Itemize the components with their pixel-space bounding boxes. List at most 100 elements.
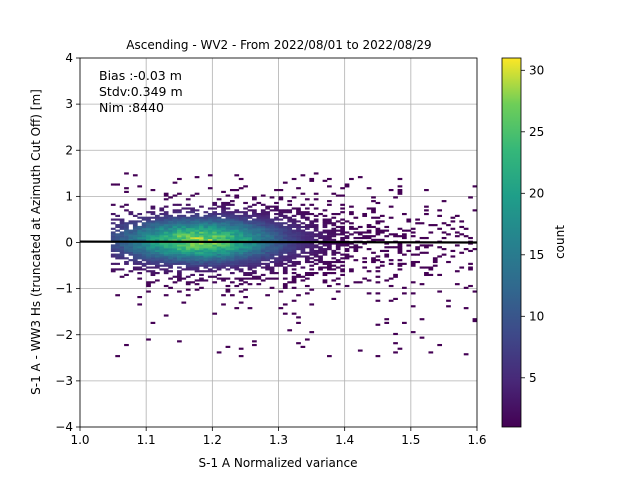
heatmap-cell [194,264,200,267]
heatmap-cell [238,220,244,223]
heatmap-cell [185,264,191,267]
heatmap-cell [291,222,297,225]
heatmap-cell [247,242,253,245]
heatmap-cell [225,235,231,238]
heatmap-cell [146,262,151,265]
heatmap-cell [243,273,248,277]
heatmap-cell [234,248,240,251]
heatmap-cell [256,225,262,229]
heatmap-cell [185,216,191,219]
heatmap-cell [124,225,129,229]
heatmap-cell [212,203,218,206]
heatmap-cell [318,260,323,264]
heatmap-cell [247,233,253,236]
heatmap-cell [459,220,465,223]
heatmap-cell [331,224,337,227]
heatmap-cell [163,218,169,221]
heatmap-cell [150,257,156,260]
heatmap-cell [269,220,275,223]
heatmap-cell [446,305,451,308]
heatmap-cell [177,220,182,223]
heatmap-cell [190,273,195,277]
heatmap-cell [238,177,244,181]
heatmap-cell [322,179,328,182]
heatmap-cell [402,235,407,238]
heatmap-cell [265,205,270,208]
heatmap-cell [428,273,434,277]
heatmap-cell [168,286,173,289]
heatmap-cell [318,248,323,251]
heatmap-cell [146,248,151,251]
heatmap-cell [203,214,209,217]
heatmap-cell [110,262,116,265]
heatmap-cell [335,233,341,236]
heatmap-cell [199,257,204,260]
heatmap-cell [229,214,235,217]
heatmap-cell [252,224,257,227]
heatmap-cell [177,246,182,249]
heatmap-cell [344,235,350,238]
heatmap-cell [190,253,195,256]
heatmap-cell [132,251,138,254]
heatmap-cell [265,222,270,225]
heatmap-cell [199,242,204,245]
heatmap-cell [247,238,253,241]
heatmap-cell [265,253,270,256]
heatmap-cell [119,233,125,236]
heatmap-cell [216,205,222,208]
heatmap-cell [424,251,429,254]
heatmap-cell [194,231,200,234]
heatmap-cell [128,233,134,236]
heatmap-cell [274,212,279,216]
heatmap-cell [238,244,244,247]
heatmap-cell [225,218,231,221]
heatmap-cell [203,249,209,253]
heatmap-cell [216,220,222,223]
heatmap-cell [331,231,337,234]
heatmap-cell [256,224,262,227]
heatmap-cell [313,214,319,217]
heatmap-cell [424,273,429,277]
heatmap-cell [327,236,332,240]
heatmap-cell [304,242,310,245]
heatmap-cell [274,244,279,247]
heatmap-cell [124,246,129,249]
heatmap-cell [212,216,218,219]
heatmap-cell [304,233,310,236]
heatmap-cell [141,236,147,240]
heatmap-cell [463,286,469,289]
heatmap-cell [225,251,231,254]
heatmap-cell [177,266,182,269]
heatmap-cell [252,220,257,223]
heatmap-cell [141,233,147,236]
heatmap-cell [132,246,138,249]
heatmap-cell [203,227,209,230]
heatmap-cell [137,238,143,241]
heatmap-cell [366,207,372,210]
heatmap-cell [304,212,310,216]
heatmap-cell [141,244,147,247]
heatmap-cell [415,218,420,221]
heatmap-cell [225,264,231,267]
heatmap-cell [150,225,156,229]
heatmap-cell [428,231,434,234]
heatmap-cell [185,257,191,260]
stats-bias: Bias :-0.03 m [99,68,182,83]
heatmap-cell [137,242,143,245]
heatmap-cell [322,248,328,251]
heatmap-cell [243,259,248,262]
colorbar-tick-label: 25 [529,125,544,139]
heatmap-cell [247,262,253,265]
heatmap-cell [150,238,156,241]
heatmap-cell [128,212,134,216]
heatmap-cell [393,275,398,278]
heatmap-cell [221,236,226,240]
heatmap-cell [296,220,301,223]
heatmap-cell [282,231,288,234]
heatmap-cell [234,209,240,212]
heatmap-cell [119,249,125,253]
heatmap-cell [243,235,248,238]
heatmap-cell [300,211,306,214]
heatmap-cell [393,235,398,238]
heatmap-cell [207,218,213,221]
